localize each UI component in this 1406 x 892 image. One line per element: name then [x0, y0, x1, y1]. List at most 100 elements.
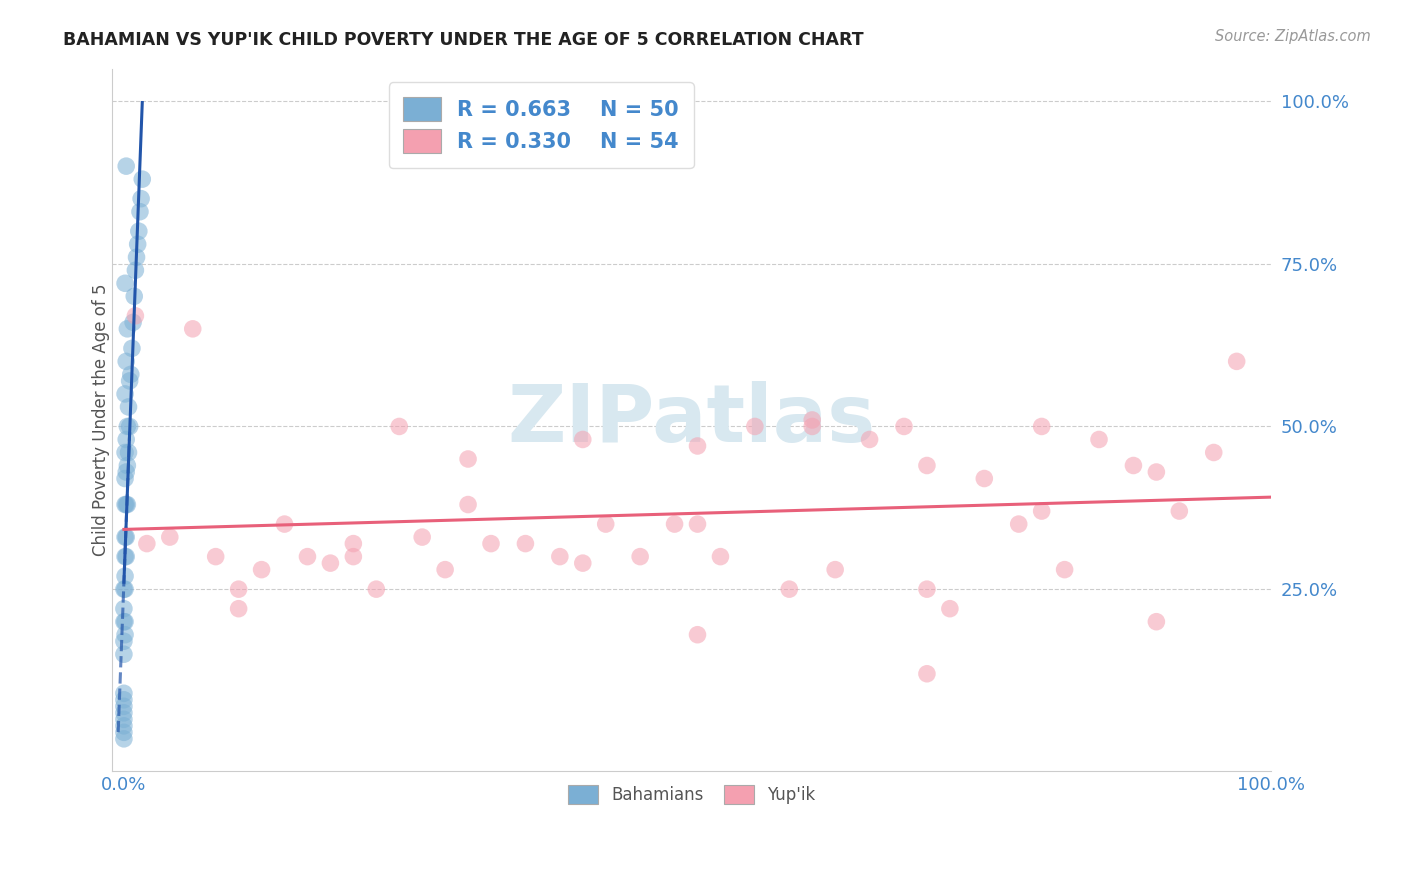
Text: ZIPatlas: ZIPatlas [508, 381, 876, 459]
Point [1031, 419, 1053, 434]
Point [801, 413, 824, 427]
Point [915, 666, 938, 681]
Point [112, 686, 135, 700]
Point [686, 439, 709, 453]
Point [114, 628, 136, 642]
Point [273, 517, 295, 532]
Point [1008, 517, 1031, 532]
Point [115, 530, 138, 544]
Point [117, 498, 139, 512]
Point [115, 433, 138, 447]
Point [297, 549, 319, 564]
Point [117, 400, 139, 414]
Point [973, 471, 995, 485]
Point [122, 315, 145, 329]
Point [228, 601, 250, 615]
Point [250, 563, 273, 577]
Point [112, 647, 135, 661]
Point [1053, 563, 1076, 577]
Point [115, 498, 138, 512]
Point [131, 172, 153, 186]
Point [595, 517, 617, 532]
Point [118, 419, 141, 434]
Point [114, 530, 136, 544]
Point [939, 601, 962, 615]
Point [893, 419, 915, 434]
Y-axis label: Child Poverty Under the Age of 5: Child Poverty Under the Age of 5 [93, 284, 110, 557]
Point [1122, 458, 1144, 473]
Point [457, 452, 479, 467]
Point [664, 517, 686, 532]
Point [457, 498, 479, 512]
Point [115, 465, 138, 479]
Point [204, 549, 226, 564]
Point [112, 601, 135, 615]
Point [124, 263, 146, 277]
Point [129, 204, 152, 219]
Point [135, 536, 157, 550]
Point [1168, 504, 1191, 518]
Point [479, 536, 502, 550]
Point [366, 582, 388, 596]
Point [112, 634, 135, 648]
Point [571, 556, 593, 570]
Point [228, 582, 250, 596]
Point [1202, 445, 1225, 459]
Point [159, 530, 181, 544]
Point [118, 374, 141, 388]
Point [858, 433, 880, 447]
Point [112, 699, 135, 714]
Point [319, 556, 342, 570]
Point [117, 458, 139, 473]
Point [112, 712, 135, 726]
Point [115, 159, 138, 173]
Point [114, 498, 136, 512]
Point [915, 458, 938, 473]
Point [114, 387, 136, 401]
Point [1144, 615, 1167, 629]
Point [112, 693, 135, 707]
Point [114, 549, 136, 564]
Point [388, 419, 411, 434]
Point [114, 277, 136, 291]
Point [114, 582, 136, 596]
Point [1031, 504, 1053, 518]
Point [117, 445, 139, 459]
Point [1226, 354, 1249, 368]
Point [778, 582, 800, 596]
Point [709, 549, 731, 564]
Text: BAHAMIAN VS YUP'IK CHILD POVERTY UNDER THE AGE OF 5 CORRELATION CHART: BAHAMIAN VS YUP'IK CHILD POVERTY UNDER T… [63, 31, 863, 49]
Point [112, 582, 135, 596]
Legend: Bahamians, Yup'ik: Bahamians, Yup'ik [557, 773, 827, 816]
Point [434, 563, 457, 577]
Point [824, 563, 846, 577]
Point [112, 706, 135, 720]
Point [125, 250, 148, 264]
Point [115, 549, 138, 564]
Point [1088, 433, 1111, 447]
Point [1144, 465, 1167, 479]
Point [744, 419, 766, 434]
Point [117, 322, 139, 336]
Point [801, 419, 824, 434]
Point [548, 549, 571, 564]
Point [411, 530, 433, 544]
Point [117, 419, 139, 434]
Point [112, 615, 135, 629]
Point [112, 725, 135, 739]
Point [915, 582, 938, 596]
Point [120, 368, 142, 382]
Point [686, 628, 709, 642]
Point [571, 433, 593, 447]
Point [515, 536, 537, 550]
Point [181, 322, 204, 336]
Point [114, 445, 136, 459]
Point [112, 731, 135, 746]
Point [115, 354, 138, 368]
Point [342, 549, 364, 564]
Point [114, 471, 136, 485]
Point [628, 549, 651, 564]
Point [127, 237, 149, 252]
Point [114, 569, 136, 583]
Point [122, 289, 145, 303]
